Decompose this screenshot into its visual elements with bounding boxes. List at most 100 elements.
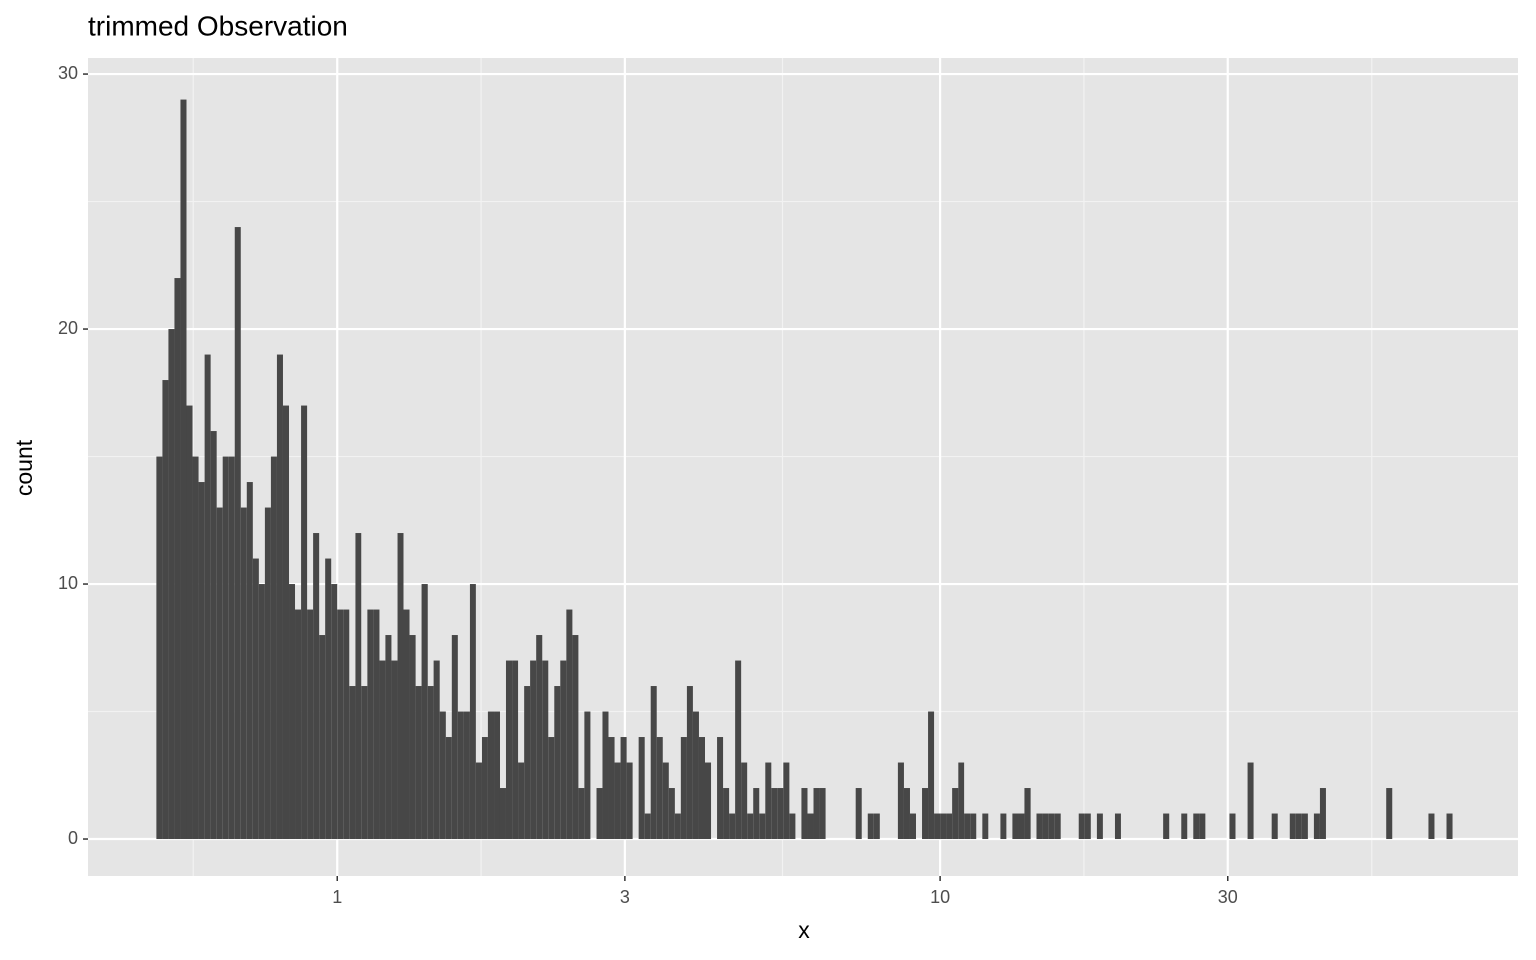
bar [717,737,724,840]
bar [759,813,766,840]
bar [735,660,742,840]
bars [156,99,1453,840]
x-tick-label: 1 [332,887,342,907]
bar [361,686,368,840]
bar [644,813,651,840]
bar [192,456,199,840]
bar [367,609,374,840]
bar [873,813,880,840]
bar [1042,813,1049,840]
bar [922,788,929,840]
bar [620,737,627,840]
y-tick-label: 20 [58,318,78,338]
bar [807,813,814,840]
bar [391,660,398,840]
bar [301,405,308,840]
bar [1446,813,1453,840]
bar [505,660,513,840]
bar [1289,813,1296,840]
bar [186,405,193,840]
bar [946,813,953,840]
bar [210,431,217,840]
bar [325,558,332,840]
bar [602,711,609,840]
bar [530,660,537,840]
bar [1229,813,1236,840]
bar [276,354,283,840]
x-axis-title: x [798,917,810,943]
y-axis-title: count [11,439,37,496]
bar [777,788,784,840]
bar [1048,813,1055,840]
bar [964,813,971,840]
bar [1078,813,1085,840]
bar [940,813,947,840]
bar [469,584,476,840]
bar [903,788,910,840]
bar [415,686,422,840]
bar [741,762,748,840]
bar [909,813,916,840]
bar [349,686,356,840]
bar [439,711,446,840]
bar [819,788,826,840]
bar [952,788,959,840]
bar [753,788,760,840]
bar [789,813,796,840]
bar [638,737,645,840]
bar [289,584,296,840]
bar [1084,813,1091,840]
bar [705,762,712,840]
bar [1024,788,1031,840]
bar [451,635,458,840]
bar [1163,813,1170,840]
bar [427,686,434,840]
bar [1181,813,1188,840]
bar [572,635,579,840]
bar [180,99,187,840]
bar [162,380,169,840]
bar [982,813,989,840]
bar [1271,813,1278,840]
y-tick-label: 0 [68,828,78,848]
bar [970,813,977,840]
bar [801,788,808,840]
bar [463,711,470,840]
x-tick-label: 10 [930,887,950,907]
bar [264,507,271,840]
bar [813,788,820,840]
bar [204,354,211,840]
bar [421,584,428,840]
bar [373,609,380,840]
bar [313,533,320,840]
bar [481,737,488,840]
bar [1301,813,1308,840]
bar [156,456,163,840]
bar [626,762,633,840]
bar [168,329,175,840]
bar [867,813,874,840]
bar [1313,813,1320,840]
bar [596,788,603,840]
bar [554,686,561,840]
bar [1295,813,1302,840]
bar [566,609,573,840]
bar [771,788,778,840]
bar [560,660,567,840]
bar [524,686,531,840]
bar [403,609,410,840]
bar [307,609,314,840]
bar [729,813,736,840]
bar [331,584,338,840]
bar [536,635,543,840]
bar [174,278,181,840]
bar [258,584,265,840]
bar [1036,813,1043,840]
bar [397,533,404,840]
bar [1193,813,1200,840]
bar [228,456,235,840]
bar [499,788,506,840]
y-tick-label: 10 [58,573,78,593]
bar [445,737,452,840]
bar [548,737,555,840]
